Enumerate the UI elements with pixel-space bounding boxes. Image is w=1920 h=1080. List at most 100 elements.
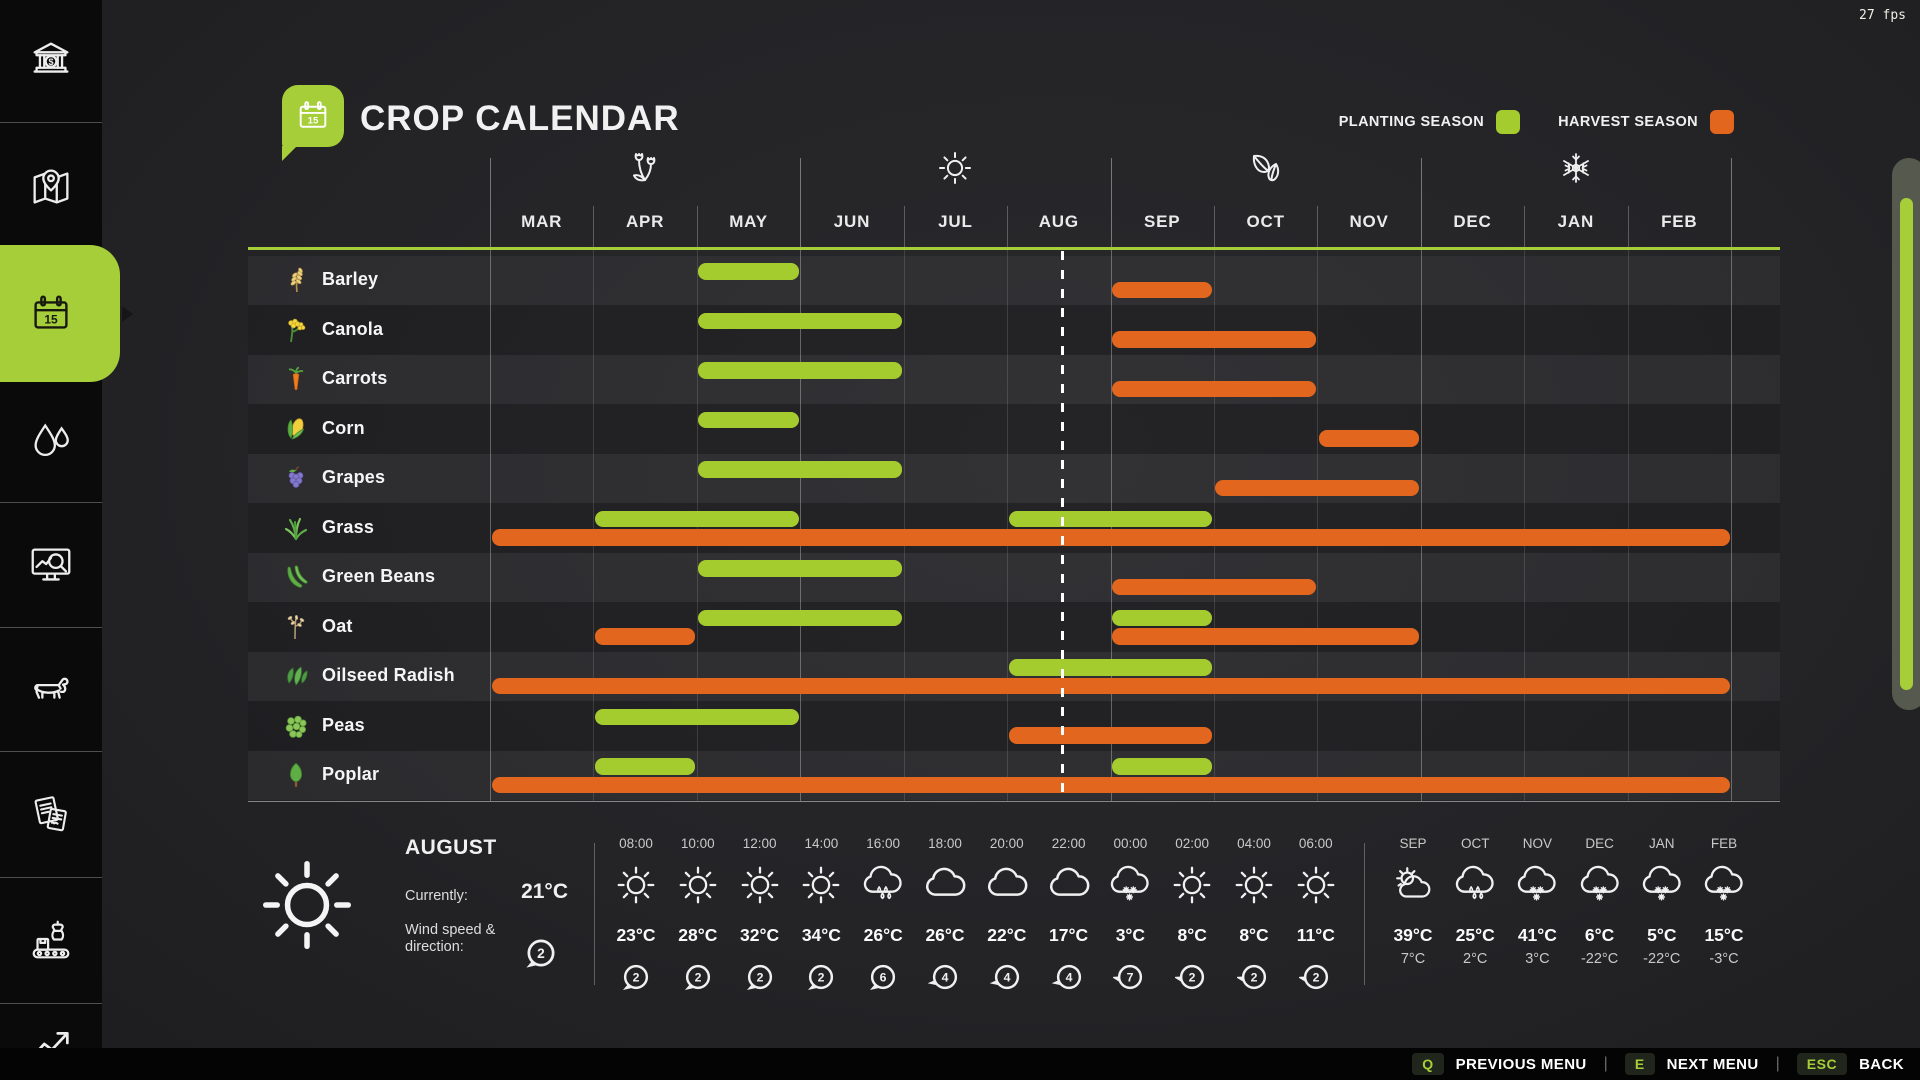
svg-text:2: 2 [756,970,763,984]
shortcut-label: PREVIOUS MENU [1455,1055,1587,1073]
table-row [248,404,1780,454]
svg-text:15: 15 [308,116,319,127]
forecast-low-temperature: -22°C [1643,951,1681,967]
wind-pin-icon: 2 [1286,960,1346,994]
shortcut-next-menu[interactable]: E NEXT MENU [1624,1053,1759,1075]
weather-partly-icon [1382,862,1444,908]
spring-icon [625,148,665,188]
scrollbar-thumb[interactable] [1900,198,1913,690]
calendar-icon: 15 [26,289,76,339]
planting-bar [1008,510,1213,527]
shortcut-label: BACK [1859,1055,1904,1073]
svg-text:2: 2 [818,970,825,984]
svg-text:2: 2 [1251,970,1258,984]
weather-cloudy-icon [915,862,975,908]
month-gridline [1627,250,1629,801]
month-label: APR [625,212,665,231]
wind-pin-icon: 2 [668,960,728,994]
current-date-marker [1060,251,1064,801]
shortcut-back[interactable]: ESC BACK [1796,1053,1904,1075]
svg-text:2: 2 [694,970,701,984]
sidebar-item-finances[interactable]: $ [0,0,102,122]
sidebar-item-water[interactable] [0,376,102,502]
current-month-label: AUGUST [405,836,497,859]
harvest-bar [491,529,1730,546]
planting-bar [698,609,903,626]
forecast-temperature: 3°C [1115,925,1146,945]
forecast-temperature: 8°C [1239,925,1269,945]
forecast-temperature: 26°C [925,925,965,945]
month-divider [1007,206,1009,250]
planting-bar [698,560,903,577]
season-divider [800,158,802,250]
table-row [248,453,1780,503]
forecast-temperature: 28°C [678,925,718,945]
forecast-low-temperature: -3°C [1709,951,1739,967]
month-label: JAN [1557,212,1595,231]
svg-text:4: 4 [1065,970,1072,984]
season-legend: PLANTING SEASON HARVEST SEASON [1339,110,1734,134]
weather-rain-icon [853,862,913,908]
green-beans-icon [283,564,309,590]
forecast-temperature: 11°C [1296,925,1335,945]
planting-bar [698,312,903,329]
planting-bar [594,510,799,527]
weather-divider [594,843,595,985]
weather-snow-icon [1631,862,1693,908]
season-divider [1731,158,1733,250]
forecast-month-label: DEC [1585,836,1614,851]
barley-icon [283,267,309,293]
page-title: CROP CALENDAR [360,99,680,138]
weather-sunny-icon [1162,862,1222,908]
weather-sunny-icon [668,862,728,908]
sidebar-item-prices[interactable] [0,502,102,627]
table-bottom-line [248,801,1780,802]
crop-name: Peas [322,714,365,735]
sidebar-item-animals[interactable] [0,627,102,751]
planting-bar [698,362,903,379]
weather-sunny-icon [730,862,790,908]
weather-sunny-icon [606,862,666,908]
forecast-time-label: 12:00 [742,836,777,851]
weather-snow-icon [1100,862,1160,908]
sidebar-item-production[interactable] [0,877,102,1003]
scrollbar-track [1892,158,1920,710]
month-divider [1627,206,1629,250]
month-label: FEB [1661,212,1698,231]
animals-icon [26,664,76,714]
month-gridline [1524,250,1526,801]
weather-divider [1364,843,1365,985]
harvest-bar [1008,727,1213,744]
harvest-bar [1318,430,1420,447]
forecast-time-label: 20:00 [989,836,1024,851]
sidebar-item-calendar[interactable]: 15 [0,251,102,376]
month-label: NOV [1349,212,1389,231]
weather-rain-icon [1444,862,1506,908]
month-gridline [903,250,905,801]
forecast-low-temperature: -22°C [1580,951,1619,967]
harvest-bar [594,628,696,645]
wind-pin-icon: 2 [1162,960,1222,994]
svg-text:15: 15 [44,312,58,326]
wind-pin-icon: 2 [730,960,790,994]
forecast-time-label: 04:00 [1237,836,1271,851]
month-gridline [1420,250,1422,801]
crop-name: Grass [322,516,375,537]
forecast-high-temperature: 5°C [1647,925,1677,945]
poplar-icon [283,762,309,788]
grass-icon [283,515,309,541]
contracts-icon [26,789,76,839]
corn-icon [283,416,309,442]
sidebar-item-contracts[interactable] [0,751,102,877]
sidebar-item-map[interactable] [0,122,102,251]
forecast-time-label: 22:00 [1051,836,1086,851]
map-icon [26,162,76,212]
fps-counter: 27 fps [1859,8,1906,23]
shortcut-previous-menu[interactable]: Q PREVIOUS MENU [1412,1053,1586,1075]
harvest-bar [1215,479,1420,496]
footer-shortcut-bar: Q PREVIOUS MENU | E NEXT MENU | ESC BACK [0,1048,1920,1080]
crop-name: Oat [322,615,353,636]
forecast-time-label: 18:00 [928,836,962,851]
header-underline [248,247,1780,250]
month-gridline [1213,250,1215,801]
